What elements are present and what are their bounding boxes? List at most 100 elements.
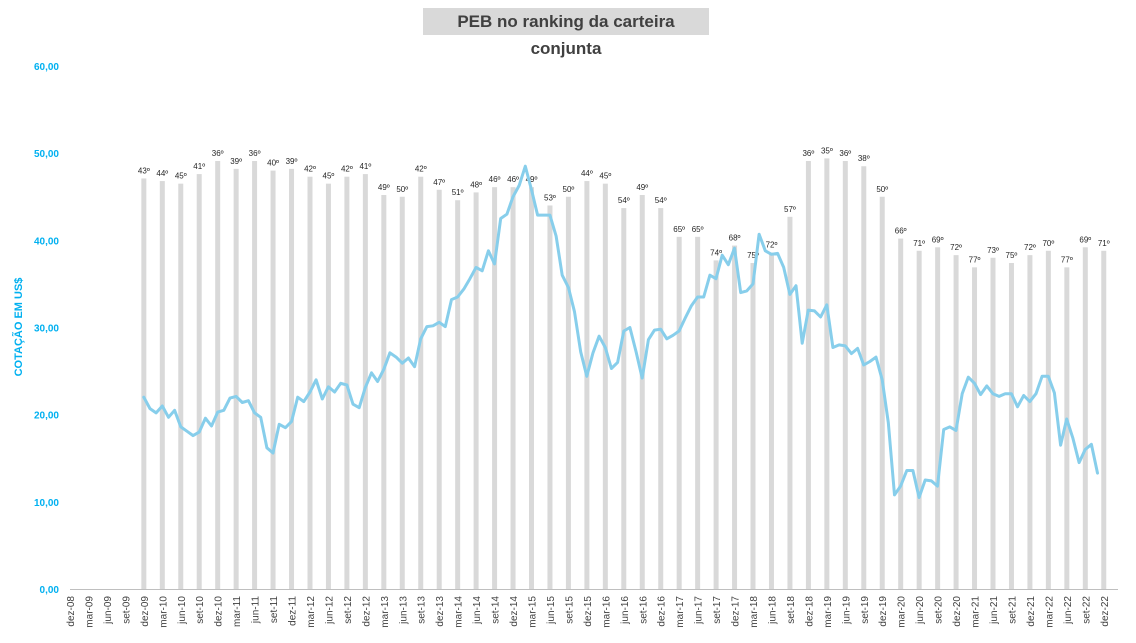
rank-label: 49º <box>636 183 648 192</box>
rank-labels-layer: 43º 44º 45º 41º 36º 39º 36º 40º 39º 42º 45º 42º 41º 4… <box>138 146 1110 264</box>
ranking-bar <box>510 187 516 589</box>
x-tick-label: jun-15 <box>546 596 557 625</box>
rank-label: 68º <box>729 234 741 243</box>
ranking-bar <box>658 208 664 589</box>
ranking-bar <box>362 174 368 589</box>
ranking-bar <box>252 161 258 590</box>
y-tick-label: 20,00 <box>34 411 59 422</box>
ranking-bar <box>732 245 738 589</box>
x-tick-label: jun-18 <box>767 596 778 625</box>
bars-layer <box>141 158 1107 590</box>
rank-label: 43º <box>138 166 150 175</box>
rank-label: 47º <box>433 178 445 187</box>
x-tick-label: mar-10 <box>158 596 169 628</box>
rank-label: 44º <box>581 169 593 178</box>
rank-label: 71º <box>913 239 925 248</box>
rank-label: 65º <box>692 225 704 234</box>
ranking-bar <box>381 195 387 590</box>
x-tick-label: jun-16 <box>620 596 631 625</box>
y-tick-label: 10,00 <box>34 498 59 509</box>
ranking-bar <box>159 181 165 589</box>
rank-label: 45º <box>323 172 335 181</box>
x-tick-label: dez-20 <box>952 596 963 627</box>
chart-title: PEB no ranking da carteira conjunta <box>423 8 709 58</box>
rank-label: 75º <box>747 251 759 260</box>
x-tick-label: jun-20 <box>915 596 926 625</box>
ranking-bar <box>289 168 295 589</box>
x-tick-label: set-22 <box>1081 596 1092 624</box>
rank-label: 65º <box>673 225 685 234</box>
ranking-bar <box>141 178 147 589</box>
price-line <box>142 164 1099 499</box>
x-tick-label: dez-08 <box>66 596 77 627</box>
x-tick-label: mar-12 <box>306 596 317 628</box>
x-tick-label: set-18 <box>786 596 797 624</box>
ranking-bar <box>1064 267 1070 589</box>
x-tick-label: mar-13 <box>380 596 391 628</box>
rank-label: 36º <box>212 149 224 158</box>
price-line-layer <box>142 164 1099 499</box>
rank-label: 46º <box>489 175 501 184</box>
ranking-bar <box>584 181 590 589</box>
x-tick-label: mar-22 <box>1044 596 1055 628</box>
ranking-bar <box>565 196 571 589</box>
x-tick-label: set-17 <box>712 596 723 624</box>
ranking-bar <box>1008 262 1014 589</box>
rank-label: 44º <box>156 169 168 178</box>
x-tick-label: set-16 <box>638 596 649 624</box>
rank-label: 36º <box>249 149 261 158</box>
x-tick-label: dez-10 <box>214 596 225 627</box>
rank-label: 69º <box>932 235 944 244</box>
rank-label: 36º <box>802 149 814 158</box>
ranking-bar <box>898 238 904 589</box>
x-tick-label: dez-11 <box>288 596 299 626</box>
x-tick-label: mar-19 <box>823 596 834 628</box>
ranking-bar <box>1082 247 1088 589</box>
rank-label: 72º <box>1024 243 1036 252</box>
x-tick-label: set-09 <box>121 596 132 624</box>
x-tick-label: dez-22 <box>1100 596 1111 627</box>
ranking-bar <box>1045 250 1051 589</box>
x-tick-label: jun-10 <box>177 596 188 625</box>
x-tick-label: set-21 <box>1007 596 1018 624</box>
ranking-bar <box>547 205 553 589</box>
rank-label: 74º <box>710 248 722 257</box>
ranking-bar <box>621 208 627 589</box>
x-tick-label: dez-21 <box>1026 596 1037 627</box>
x-tick-label: mar-20 <box>897 596 908 628</box>
x-tick-label: jun-09 <box>103 596 114 625</box>
rank-label: 54º <box>655 196 667 205</box>
x-tick-label: mar-11 <box>232 596 243 627</box>
x-tick-label: dez-09 <box>140 596 151 627</box>
rank-label: 35º <box>821 146 833 155</box>
x-tick-label: set-13 <box>417 596 428 624</box>
ranking-bar <box>824 158 830 589</box>
x-tick-label: dez-13 <box>435 596 446 627</box>
rank-label: 73º <box>987 246 999 255</box>
ranking-bar <box>602 183 608 590</box>
rank-label: 39º <box>286 157 298 166</box>
x-tick-label: set-15 <box>564 596 575 624</box>
ranking-bar <box>990 257 996 589</box>
rank-label: 51º <box>452 188 464 197</box>
x-tick-label: jun-21 <box>989 596 1000 625</box>
rank-label: 57º <box>784 205 796 214</box>
rank-label: 45º <box>599 172 611 181</box>
rank-label: 41º <box>359 162 371 171</box>
ranking-bar <box>768 252 774 589</box>
rank-label: 41º <box>193 162 205 171</box>
y-tick-label: 50,00 <box>34 149 59 160</box>
x-tick-label: dez-12 <box>361 596 372 627</box>
x-tick-label: set-12 <box>343 596 354 624</box>
rank-label: 75º <box>1006 251 1018 260</box>
rank-label: 53º <box>544 193 556 202</box>
y-tick-label: 60,00 <box>34 62 59 73</box>
rank-label: 36º <box>839 149 851 158</box>
rank-label: 42º <box>304 165 316 174</box>
rank-label: 50º <box>396 185 408 194</box>
y-tick-label: 30,00 <box>34 324 59 335</box>
x-tick-label: mar-16 <box>601 596 612 628</box>
x-tick-label: dez-14 <box>509 596 520 627</box>
rank-label: 66º <box>895 227 907 236</box>
